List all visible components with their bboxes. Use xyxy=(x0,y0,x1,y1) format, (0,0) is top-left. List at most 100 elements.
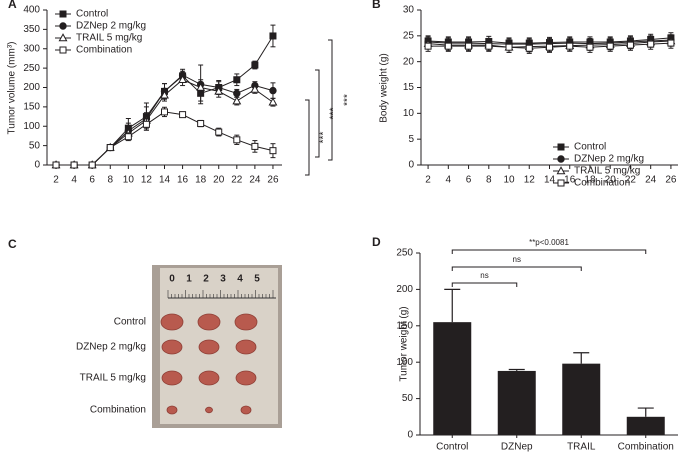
annotation: ns xyxy=(480,271,488,280)
x-tick-label: 18 xyxy=(195,175,207,186)
x-tick-label: TRAIL xyxy=(567,442,596,453)
x-tick-label: 22 xyxy=(231,175,243,186)
x-tick-label: 20 xyxy=(605,175,617,186)
marker xyxy=(525,44,533,52)
legend-marker xyxy=(59,10,67,18)
x-tick-label: 26 xyxy=(665,175,677,186)
y-tick-label: 250 xyxy=(396,248,413,259)
tumor xyxy=(198,339,220,355)
tumor xyxy=(205,406,213,414)
x-tick-label: 20 xyxy=(213,175,225,186)
y-tick-label: 25 xyxy=(403,30,415,41)
x-tick-label: DZNep xyxy=(501,442,533,453)
x-tick-label: 24 xyxy=(645,175,657,186)
marker xyxy=(233,136,241,144)
marker xyxy=(161,108,168,116)
marker xyxy=(179,111,187,119)
bracket xyxy=(451,266,582,271)
y-tick-label: 100 xyxy=(396,357,413,368)
x-tick-label: 8 xyxy=(486,175,492,186)
marker xyxy=(606,42,614,50)
marker xyxy=(233,89,241,98)
marker xyxy=(142,120,150,128)
marker xyxy=(546,43,553,51)
annotation: **p<0.0081 xyxy=(529,238,569,247)
legend-marker xyxy=(59,46,67,54)
legend-label: DZNep 2 mg/kg xyxy=(76,21,146,32)
marker xyxy=(196,82,206,91)
marker xyxy=(70,161,78,169)
y-tick-label: 400 xyxy=(23,5,40,16)
y-tick-label: 15 xyxy=(403,82,415,93)
legend-label: Combination xyxy=(76,45,132,56)
marker xyxy=(667,39,675,47)
bar xyxy=(626,416,665,435)
error-bar xyxy=(444,288,461,323)
x-tick-label: 2 xyxy=(53,175,59,186)
x-tick-label: 14 xyxy=(159,175,171,186)
scale-label: 0 xyxy=(169,274,175,285)
x-tick-label: 24 xyxy=(249,175,261,186)
error-bar xyxy=(573,352,590,364)
scale-label: 4 xyxy=(237,274,243,285)
row-label: Control xyxy=(114,317,146,328)
y-tick-label: 200 xyxy=(23,82,40,93)
x-tick-label: 4 xyxy=(71,175,77,186)
y-axis-label: Tumor volume (mm³) xyxy=(7,42,18,135)
marker xyxy=(251,61,259,69)
x-tick-label: 8 xyxy=(107,175,113,186)
y-tick-label: 200 xyxy=(396,284,413,295)
series-line xyxy=(56,111,274,166)
panel-label: B xyxy=(372,0,381,11)
marker xyxy=(197,120,205,128)
legend-marker xyxy=(58,33,68,42)
tumor xyxy=(234,313,258,331)
row-label: DZNep 2 mg/kg xyxy=(76,342,146,353)
legend-marker xyxy=(59,22,67,30)
x-tick-label: 6 xyxy=(466,175,472,186)
y-tick-label: 100 xyxy=(23,121,40,132)
marker xyxy=(233,76,241,84)
bar xyxy=(562,363,601,435)
marker xyxy=(586,43,594,51)
tumor xyxy=(161,339,183,355)
annotation: ns xyxy=(513,255,521,264)
marker xyxy=(269,32,277,40)
x-tick-label: 26 xyxy=(267,175,279,186)
marker xyxy=(160,90,169,99)
y-tick-label: 150 xyxy=(396,320,413,331)
marker xyxy=(250,84,260,93)
tumor xyxy=(235,370,257,386)
y-tick-label: 150 xyxy=(23,102,40,113)
y-axis-label: Tumor weight (g) xyxy=(399,306,410,381)
legend-label: Control xyxy=(574,142,606,153)
marker xyxy=(214,86,224,95)
scale-label: 2 xyxy=(203,274,209,285)
marker xyxy=(465,42,473,50)
marker xyxy=(232,96,242,105)
marker xyxy=(566,42,574,50)
panel-label: D xyxy=(372,235,381,249)
x-tick-label: 10 xyxy=(503,175,515,186)
legend-label: TRAIL 5 mg/kg xyxy=(76,33,142,44)
y-tick-label: 50 xyxy=(402,393,414,404)
annotation: *** xyxy=(319,132,330,144)
y-tick-label: 30 xyxy=(403,5,415,16)
y-tick-label: 0 xyxy=(34,160,40,171)
x-tick-label: 14 xyxy=(544,175,556,186)
x-tick-label: 16 xyxy=(564,175,576,186)
marker xyxy=(505,43,513,51)
marker xyxy=(626,41,634,49)
tumor xyxy=(166,405,178,415)
panel-label: A xyxy=(8,0,17,11)
bracket xyxy=(451,282,518,287)
x-tick-label: Combination xyxy=(618,442,674,453)
marker xyxy=(124,133,132,141)
x-tick-label: Control xyxy=(436,442,468,453)
bracket xyxy=(305,99,310,176)
scale-label: 3 xyxy=(220,274,226,285)
x-tick-label: 4 xyxy=(446,175,452,186)
y-tick-label: 250 xyxy=(23,63,40,74)
y-tick-label: 0 xyxy=(407,430,413,441)
legend-marker xyxy=(557,155,565,163)
